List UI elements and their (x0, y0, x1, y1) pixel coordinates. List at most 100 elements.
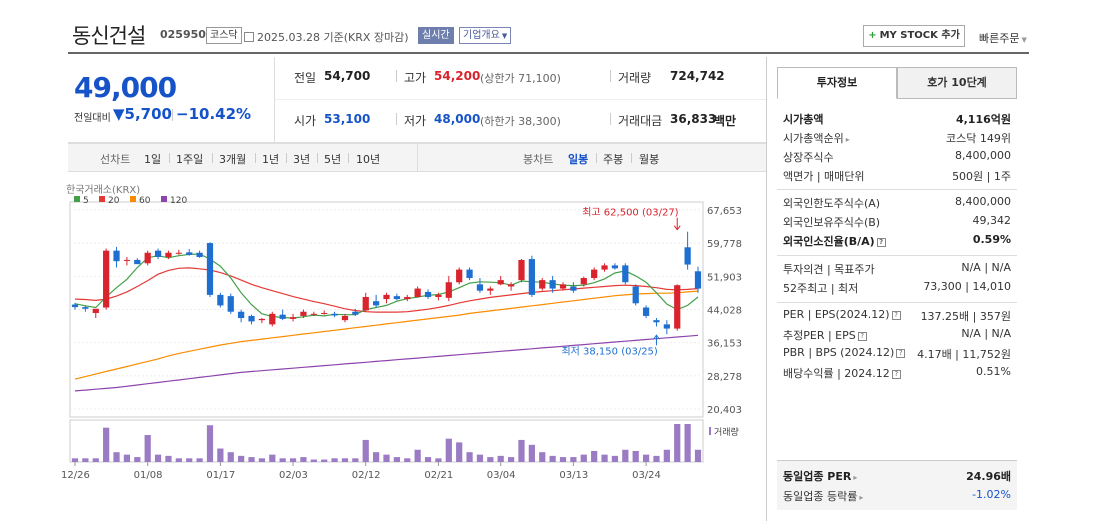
divider (417, 144, 418, 171)
info-label[interactable]: 추정PER | EPS? (783, 327, 867, 343)
help-icon[interactable]: ? (891, 311, 901, 320)
help-icon[interactable]: ? (891, 370, 901, 379)
info-label[interactable]: PER | EPS(2024.12)? (783, 308, 901, 321)
stock-code: 025950 (160, 28, 206, 41)
stock-chart[interactable]: 67,653 59,778 51,903 44,028 36,153 28,278 20,4… (60, 176, 760, 486)
candle-daily[interactable]: 일봉 (568, 153, 589, 166)
period-3y[interactable]: 3년 (293, 153, 311, 166)
quick-order-button[interactable]: 빠른주문 ▼ (979, 30, 1027, 46)
peer-change-label[interactable]: 동일업종 등락률 ▸ (783, 488, 863, 504)
info-label[interactable]: 시가총액순위 ▸ (783, 130, 850, 146)
volume-bar (258, 458, 266, 462)
volume-bar (404, 458, 411, 462)
candle-monthly[interactable]: 월봉 (639, 153, 660, 166)
candle-weekly[interactable]: 주봉 (603, 153, 624, 166)
candle-body (310, 313, 317, 315)
min-annotation: 최저 38,150 (03/25) (561, 345, 657, 357)
candle-body (206, 243, 214, 295)
price-summary: 49,000 전일대비 ▼5,700 −10.42% 전일 54,700 고가 … (68, 57, 766, 143)
add-mystock-button[interactable]: + MY STOCK 추가 (863, 25, 965, 47)
period-5y[interactable]: 5년 (324, 153, 342, 166)
info-value: 8,400,000 (955, 149, 1011, 162)
info-label-text: 시가총액 (783, 113, 824, 126)
volume-bar (373, 452, 380, 462)
x-tick-label: 02/03 (279, 470, 308, 481)
peer-change-text: 동일업종 등락률 (783, 490, 858, 503)
info-label[interactable]: PBR | BPS (2024.12)? (783, 346, 906, 359)
candle-body (289, 317, 297, 319)
info-label-text: 추정PER | EPS (783, 329, 856, 342)
tab-quote-10[interactable]: 호가 10단계 (897, 67, 1017, 99)
divider (255, 153, 256, 163)
upper-limit: (상한가 71,100) (480, 72, 561, 85)
info-tabs: 투자정보 호가 10단계 (777, 67, 1017, 99)
ma20-line (74, 267, 699, 313)
info-row: 52주최고 | 최저 73,300 | 14,010 (777, 278, 1017, 297)
candle-body (269, 313, 276, 325)
candle-body (175, 252, 182, 254)
period-1d[interactable]: 1일 (144, 153, 162, 166)
info-label[interactable]: 배당수익률 | 2024.12? (783, 365, 901, 381)
help-icon[interactable]: ? (876, 238, 886, 247)
volume-bar (539, 452, 546, 462)
company-info-button[interactable]: 기업개요 ▼ (459, 27, 512, 44)
candle-body (591, 269, 598, 279)
info-label[interactable]: 외국인소진율(B/A)? (783, 233, 886, 249)
help-icon[interactable]: ? (896, 349, 906, 358)
high-label: 고가 (404, 71, 427, 85)
candle-body (258, 318, 266, 321)
period-3m[interactable]: 3개월 (219, 153, 247, 166)
stock-header: 동신건설 025950 코스닥 2025.03.28 기준(KRX 장마감) 실… (68, 0, 1029, 54)
info-row: 상장주식수 8,400,000 (777, 147, 1017, 166)
divider (396, 70, 397, 82)
peer-change-value: -1.02% (972, 488, 1011, 501)
volume-bar (196, 458, 203, 462)
volume-legend-swatch (709, 427, 711, 435)
period-1y[interactable]: 1년 (262, 153, 280, 166)
candle-body (518, 259, 525, 281)
candle-body (694, 271, 702, 289)
period-10y[interactable]: 10년 (356, 153, 381, 166)
volume-bar (466, 452, 473, 462)
info-value: 137.25배 | 357원 (920, 310, 1011, 323)
ma-legend-label: 5 (83, 196, 89, 206)
line-chart-label: 선차트 (100, 153, 131, 166)
info-row: 외국인소진율(B/A)? 0.59% (777, 231, 1017, 250)
info-label: 투자의견 | 목표주가 (783, 261, 875, 277)
x-tick-label: 03/24 (632, 470, 661, 481)
candle-body (113, 250, 120, 262)
info-label: 상장주식수 (783, 149, 834, 165)
ma-legend-label: 120 (170, 196, 187, 206)
divider (169, 153, 170, 163)
info-value: N/A | N/A (961, 327, 1011, 340)
divider (317, 153, 318, 163)
candle-body (144, 252, 151, 264)
help-icon[interactable]: ? (857, 332, 867, 341)
volume-bar (144, 435, 151, 462)
info-label-text: 외국인보유주식수(B) (783, 216, 881, 229)
ma-legend-swatch (99, 196, 105, 202)
volume-bar (82, 458, 89, 462)
volume-bar (165, 455, 172, 462)
min-arrow-head (653, 334, 660, 340)
y-tick-label: 44,028 (707, 306, 742, 317)
realtime-badge[interactable]: 실시간 (418, 27, 454, 44)
tab-investment-info[interactable]: 투자정보 (777, 67, 897, 99)
period-1w[interactable]: 1주일 (176, 153, 204, 166)
volume-bar (684, 424, 691, 462)
divider (777, 189, 1017, 190)
candle-body (82, 307, 89, 309)
divider (610, 70, 611, 82)
volume-bar (248, 457, 255, 462)
peer-per-label[interactable]: 동일업종 PER ▸ (783, 468, 857, 484)
candle-body (300, 311, 307, 316)
divider (286, 153, 287, 163)
x-tick-label: 03/13 (559, 470, 588, 481)
trade-amount-unit: 백만 (714, 114, 737, 128)
ma-legend-swatch (161, 196, 167, 202)
company-info-label: 기업개요 (463, 30, 500, 41)
volume-bar (186, 458, 193, 462)
volume-bar (123, 454, 131, 462)
info-row: 투자의견 | 목표주가 N/A | N/A (777, 259, 1017, 278)
prev-close-value: 54,700 (324, 69, 371, 83)
